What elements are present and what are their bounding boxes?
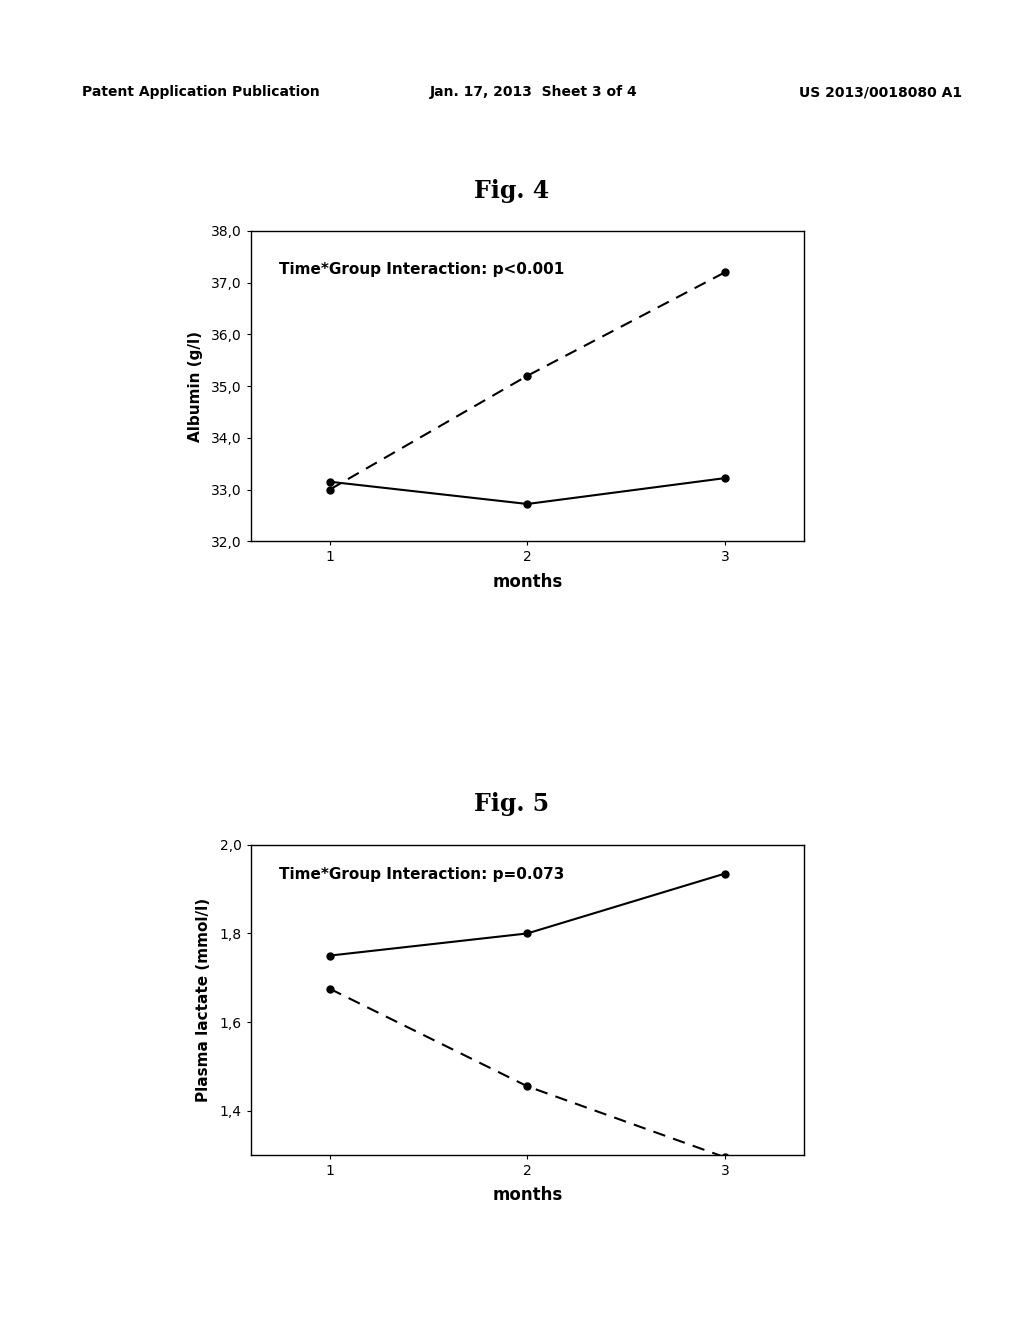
- Y-axis label: Plasma lactate (mmol/l): Plasma lactate (mmol/l): [197, 898, 211, 1102]
- Text: Time*Group Interaction: p=0.073: Time*Group Interaction: p=0.073: [279, 866, 564, 882]
- Text: Jan. 17, 2013  Sheet 3 of 4: Jan. 17, 2013 Sheet 3 of 4: [430, 84, 638, 99]
- Y-axis label: Albumin (g/l): Albumin (g/l): [187, 330, 203, 442]
- Text: US 2013/0018080 A1: US 2013/0018080 A1: [799, 84, 962, 99]
- Text: Patent Application Publication: Patent Application Publication: [82, 84, 319, 99]
- Text: Time*Group Interaction: p<0.001: Time*Group Interaction: p<0.001: [279, 261, 564, 277]
- Text: Fig. 5: Fig. 5: [474, 792, 550, 816]
- X-axis label: months: months: [493, 573, 562, 590]
- X-axis label: months: months: [493, 1187, 562, 1204]
- Text: Fig. 4: Fig. 4: [474, 180, 550, 203]
